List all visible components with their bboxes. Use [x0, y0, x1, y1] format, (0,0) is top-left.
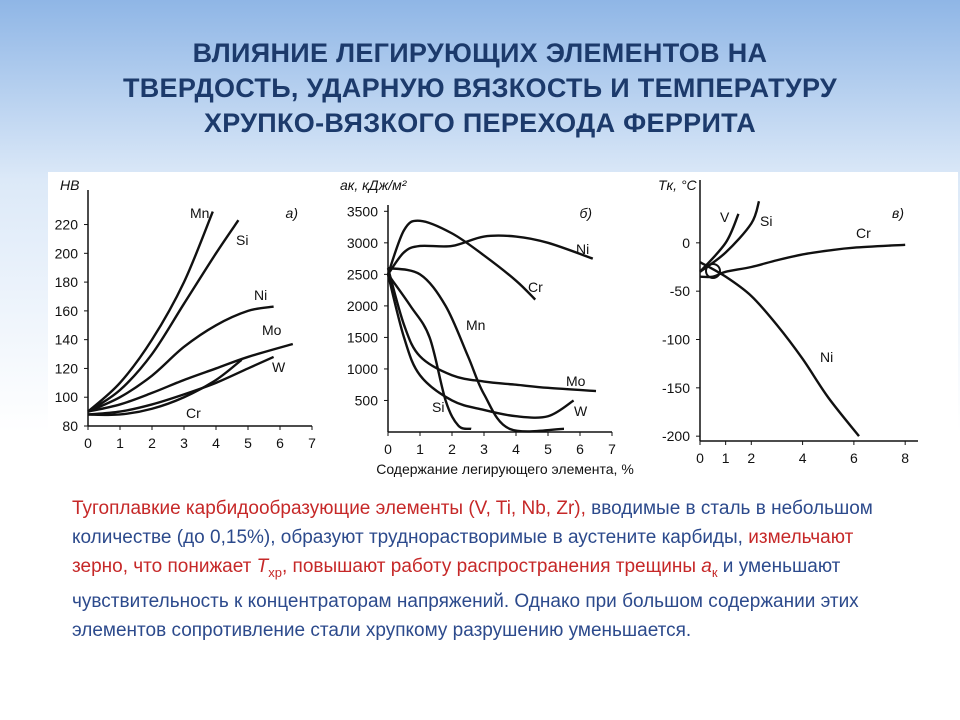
x-tick-label: 7: [608, 441, 616, 457]
series-label: Mo: [262, 322, 282, 338]
x-tick-label: 5: [244, 435, 252, 451]
y-tick-label: -150: [662, 380, 690, 396]
y-tick-label: -200: [662, 428, 690, 444]
series-label: W: [574, 403, 588, 419]
series-label: Mn: [190, 205, 209, 221]
series-line: [87, 355, 275, 416]
y-tick-label: 160: [55, 303, 79, 319]
series-line: [387, 234, 594, 276]
y-tick-label: -50: [670, 283, 690, 299]
x-axis-label: Содержание легирующего элемента, %: [376, 461, 634, 477]
title: ВЛИЯНИЕ ЛЕГИРУЮЩИХ ЭЛЕМЕНТОВ НА ТВЕРДОСТ…: [0, 36, 960, 141]
x-tick-label: 1: [416, 441, 424, 457]
text: a: [701, 556, 712, 577]
y-tick-label: 0: [682, 235, 690, 251]
series-label: Si: [760, 213, 772, 229]
series-label: Ni: [820, 349, 833, 365]
x-tick-label: 8: [901, 450, 909, 466]
annotation: а): [286, 205, 298, 221]
series-label: Si: [432, 399, 444, 415]
series-line: [699, 200, 761, 273]
annotation: в): [892, 205, 904, 221]
text: вводимые в сталь в небольшом количестве …: [72, 498, 873, 548]
x-tick-label: 1: [722, 450, 730, 466]
x-tick-label: 2: [747, 450, 755, 466]
series-line: [87, 211, 214, 413]
y-tick-label: 180: [55, 274, 79, 290]
x-tick-label: 0: [696, 450, 704, 466]
series-label: Cr: [528, 279, 543, 295]
text: Тугоплавкие карбидообразующие элементы (…: [72, 498, 586, 519]
series-label: Si: [236, 232, 248, 248]
y-tick-label: 1000: [347, 361, 378, 377]
text: T: [256, 556, 269, 577]
x-tick-label: 0: [84, 435, 92, 451]
series-label: V: [720, 209, 730, 225]
series-label: Mo: [566, 373, 586, 389]
x-tick-label: 6: [850, 450, 858, 466]
x-tick-label: 4: [799, 450, 807, 466]
y-axis-title: Tк, °C: [658, 177, 698, 193]
x-tick-label: 7: [308, 435, 316, 451]
y-tick-label: 2500: [347, 266, 378, 282]
series-label: Cr: [856, 225, 871, 241]
series-label: Cr: [186, 405, 201, 421]
x-tick-label: 4: [512, 441, 520, 457]
text: и уменьшают чувствительность к концентра…: [72, 556, 859, 641]
series-line: [386, 274, 575, 419]
x-tick-label: 1: [116, 435, 124, 451]
y-tick-label: 140: [55, 332, 79, 348]
annotation: б): [579, 205, 592, 221]
series-line: [386, 267, 597, 393]
figure-panel: [48, 172, 958, 490]
title-line: ВЛИЯНИЕ ЛЕГИРУЮЩИХ ЭЛЕМЕНТОВ НА: [192, 38, 768, 68]
series-label: W: [272, 359, 286, 375]
title-line: ХРУПКО-ВЯЗКОГО ПЕРЕХОДА ФЕРРИТА: [203, 108, 757, 138]
series-line: [387, 266, 565, 433]
y-tick-label: 120: [55, 360, 79, 376]
text: измельчают зерно, что понижает: [72, 527, 854, 577]
paragraph: Тугоплавкие карбидообразующие элементы (…: [72, 494, 892, 645]
y-tick-label: 1500: [347, 329, 378, 345]
y-axis-title: aк, кДж/м²: [340, 177, 408, 193]
y-tick-label: 100: [55, 389, 79, 405]
series-line: [87, 342, 294, 413]
x-tick-label: 3: [180, 435, 188, 451]
y-tick-label: -100: [662, 332, 690, 348]
x-tick-label: 2: [148, 435, 156, 451]
y-tick-label: 3000: [347, 235, 378, 251]
x-tick-label: 6: [276, 435, 284, 451]
title-line: ТВЕРДОСТЬ, УДАРНУЮ ВЯЗКОСТЬ И ТЕМПЕРАТУР…: [122, 73, 838, 103]
y-tick-label: 80: [62, 418, 78, 434]
x-tick-label: 3: [480, 441, 488, 457]
y-tick-label: 2000: [347, 298, 378, 314]
series-line: [87, 219, 240, 413]
y-tick-label: 500: [355, 392, 379, 408]
text: к: [711, 564, 718, 580]
text: , повышают работу распространения трещин…: [281, 556, 702, 577]
x-tick-label: 0: [384, 441, 392, 457]
series-label: Ni: [254, 287, 267, 303]
y-axis-title: НВ: [60, 177, 79, 193]
series-line: [386, 219, 537, 301]
series-line: [87, 358, 243, 417]
x-tick-label: 4: [212, 435, 220, 451]
series-label: Mn: [466, 317, 485, 333]
series-line: [699, 243, 906, 279]
y-tick-label: 200: [55, 245, 79, 261]
series-label: Ni: [576, 241, 589, 257]
text: хр: [268, 564, 282, 580]
y-tick-label: 3500: [347, 203, 378, 219]
x-tick-label: 2: [448, 441, 456, 457]
series-line: [699, 261, 860, 437]
series-line: [87, 305, 274, 413]
x-tick-label: 5: [544, 441, 552, 457]
x-tick-label: 6: [576, 441, 584, 457]
y-tick-label: 220: [55, 217, 79, 233]
